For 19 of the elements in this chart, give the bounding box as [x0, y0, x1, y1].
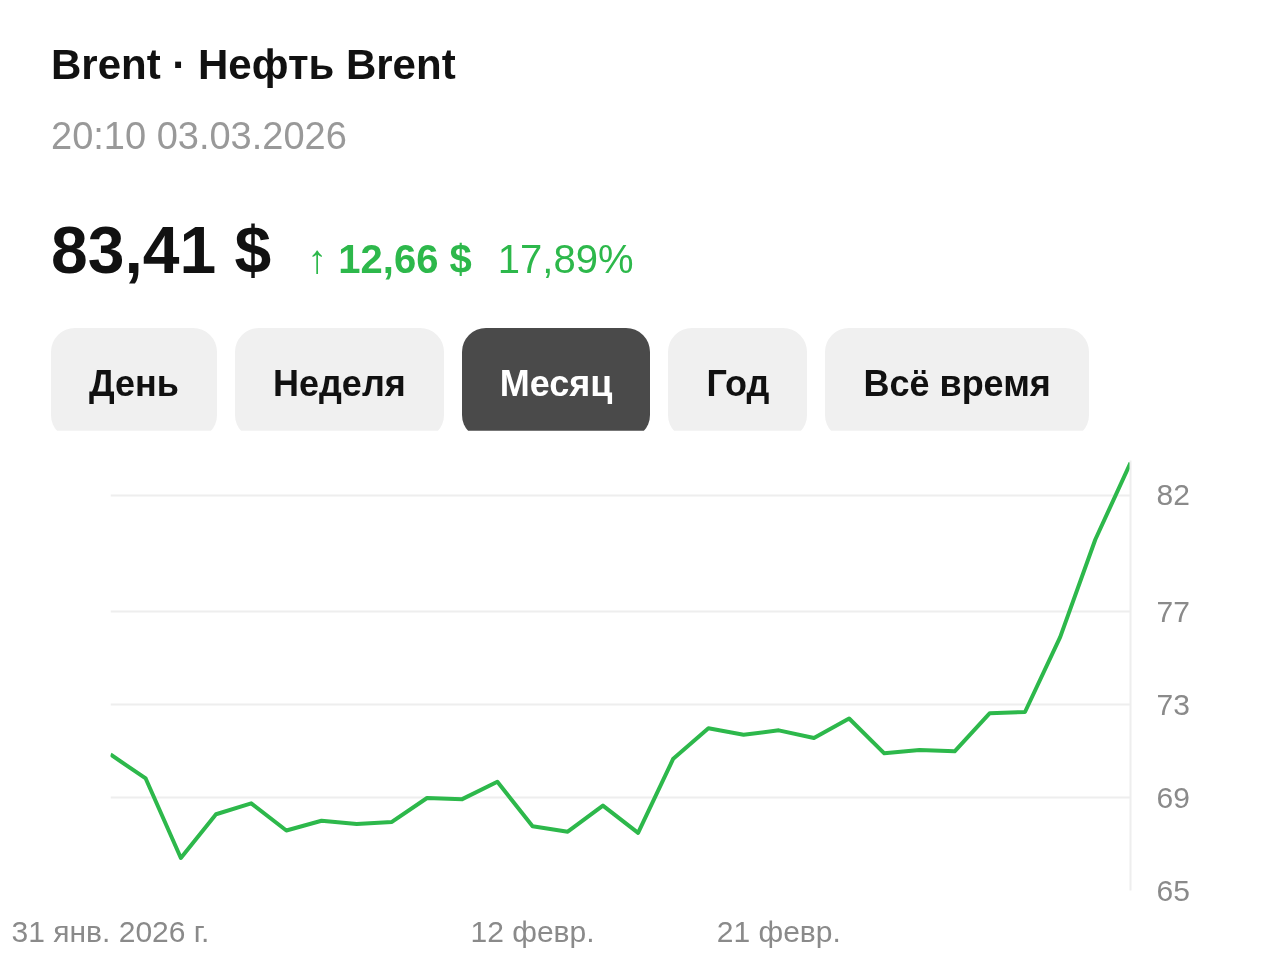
text: День [51, 327, 217, 439]
x-tick-label: 12 февр. [470, 914, 595, 948]
chart-title: Brent · Нефть Brent [51, 40, 457, 90]
x-tick-label: 31 янв. 2026 г. [11, 914, 210, 948]
text: ↑ 12,66 $ [307, 237, 472, 282]
text: 17,89% [497, 237, 634, 282]
y-tick-label: 82 [1156, 478, 1190, 512]
x-tick-label: 21 февр. [716, 914, 841, 948]
y-tick-label: 69 [1156, 780, 1190, 814]
y-tick-label: 73 [1156, 687, 1190, 721]
text: Год [668, 327, 808, 439]
y-tick-label: 65 [1156, 873, 1190, 907]
chart-subtitle: 20:10 03.03.2026 [51, 114, 348, 159]
y-tick-label: 77 [1156, 594, 1190, 628]
text: 83,41 $ [51, 213, 272, 288]
text: Неделя [234, 327, 444, 439]
line-series [110, 460, 1131, 860]
text: Месяц [461, 327, 651, 439]
text: Всё время [825, 327, 1089, 439]
